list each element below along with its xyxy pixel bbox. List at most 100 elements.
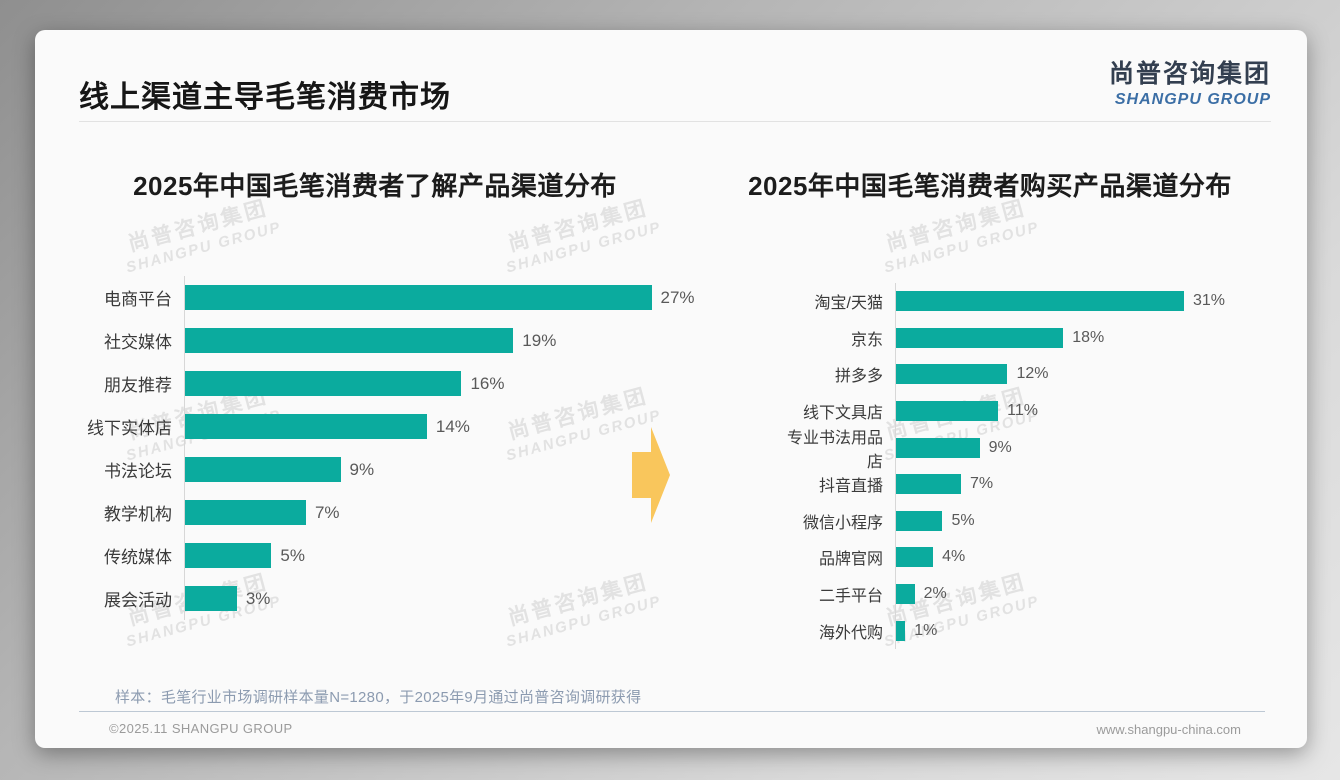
value-label: 7%	[314, 502, 340, 522]
right-chart: 淘宝/天猫 31% 京东 18% 拼多多 12% 线下文具店 11% 专业书法用品店 9% 抖音直播…	[777, 283, 1249, 649]
category-label: 教学机构	[104, 505, 172, 524]
company-logo: 尚普咨询集团 SHANGPU GROUP	[1109, 54, 1271, 109]
chart-row: 社交媒体 19%	[80, 319, 712, 362]
plot-area: 31%	[895, 283, 1249, 320]
category-label: 拼多多	[834, 368, 883, 386]
plot-area: 16%	[184, 362, 712, 405]
plot-area: 4%	[895, 539, 1249, 576]
arrow-shape	[632, 427, 670, 523]
chart-row: 线下文具店 11%	[777, 392, 1249, 430]
category-label: 书法论坛	[104, 462, 172, 481]
category-label: 品牌官网	[818, 551, 883, 569]
value-label: 4%	[942, 548, 966, 566]
plot-area: 12%	[895, 356, 1249, 393]
plot-area: 7%	[184, 491, 712, 534]
plot-area: 19%	[184, 319, 712, 362]
value-label: 1%	[914, 621, 938, 639]
category-label: 电商平台	[104, 290, 172, 309]
right-chart-title: 2025年中国毛笔消费者购买产品渠道分布	[748, 171, 1232, 201]
chart-row: 书法论坛 9%	[80, 448, 712, 491]
left-chart: 电商平台 27% 社交媒体 19% 朋友推荐 16% 线下实体店 14% 书法论坛 9% 教学机构 7…	[80, 276, 712, 620]
logo-english-text: SHANGPU GROUP	[1114, 91, 1271, 108]
chart-row: 二手平台 2%	[777, 575, 1249, 613]
chart-row: 线下实体店 14%	[80, 405, 712, 448]
value-label: 5%	[280, 545, 305, 565]
chart-row: 品牌官网 4%	[777, 539, 1249, 576]
plot-area: 9%	[895, 429, 1249, 466]
value-label: 18%	[1072, 328, 1105, 346]
watermark-english-text: SHANGPU GROUP	[882, 218, 1042, 277]
category-label: 抖音直播	[818, 478, 883, 496]
bar	[896, 327, 1064, 348]
chart-row: 淘宝/天猫 31%	[777, 283, 1249, 320]
value-label: 7%	[970, 475, 994, 493]
bar	[185, 414, 427, 439]
value-label: 16%	[470, 373, 505, 393]
category-label: 淘宝/天猫	[814, 295, 883, 313]
category-label: 线下文具店	[802, 405, 883, 423]
category-label: 传统媒体	[104, 548, 172, 567]
bar	[896, 437, 980, 458]
sample-note: 样本：毛笔行业市场调研样本量N=1280，于2025年9月通过尚普咨询调研获得	[115, 689, 642, 706]
category-label: 二手平台	[818, 588, 883, 606]
plot-area: 18%	[895, 319, 1249, 357]
chart-row: 传统媒体 5%	[80, 534, 712, 577]
value-label: 31%	[1192, 292, 1225, 310]
bar	[185, 285, 652, 310]
chart-row: 专业书法用品店 9%	[777, 429, 1249, 471]
bar	[896, 584, 915, 605]
bar	[185, 457, 341, 482]
plot-area: 9%	[184, 448, 712, 491]
value-label: 11%	[1007, 402, 1039, 420]
bar	[185, 586, 237, 611]
value-label: 9%	[988, 438, 1012, 456]
bar	[896, 291, 1184, 312]
plot-area: 5%	[184, 534, 712, 577]
plot-area: 14%	[184, 405, 712, 448]
transition-arrow-icon	[632, 427, 670, 523]
bar	[896, 474, 962, 495]
value-label: 19%	[522, 330, 557, 350]
bar	[896, 401, 999, 422]
category-label: 京东	[850, 331, 883, 349]
plot-area: 5%	[895, 502, 1249, 540]
logo-chinese-text: 尚普咨询集团	[1108, 60, 1271, 88]
value-label: 2%	[923, 585, 947, 603]
website-url: www.shangpu-china.com	[1096, 722, 1241, 737]
watermark-english-text: SHANGPU GROUP	[504, 218, 664, 277]
slide: 尚普咨询集团 SHANGPU GROUP 尚普咨询集团 SHANGPU GROUP 尚普…	[35, 30, 1307, 748]
chart-row: 展会活动 3%	[80, 577, 712, 620]
chart-row: 微信小程序 5%	[777, 502, 1249, 540]
chart-row: 教学机构 7%	[80, 491, 712, 534]
category-label: 社交媒体	[104, 333, 172, 352]
chart-row: 朋友推荐 16%	[80, 362, 712, 405]
bar	[896, 510, 943, 531]
value-label: 12%	[1016, 365, 1049, 383]
value-label: 5%	[951, 511, 975, 529]
category-label: 线下实体店	[87, 419, 172, 438]
category-label: 展会活动	[104, 591, 172, 610]
footer-divider	[79, 711, 1265, 712]
plot-area: 1%	[895, 612, 1249, 649]
category-label: 专业书法用品店	[786, 429, 883, 471]
plot-area: 3%	[184, 577, 712, 620]
bar	[185, 371, 462, 396]
bar	[896, 364, 1008, 385]
copyright-text: ©2025.11 SHANGPU GROUP	[109, 721, 293, 736]
header-divider	[79, 121, 1271, 122]
chart-row: 抖音直播 7%	[777, 465, 1249, 503]
chart-row: 电商平台 27%	[80, 276, 712, 319]
category-label: 海外代购	[818, 624, 883, 642]
bar	[185, 543, 272, 568]
category-label: 微信小程序	[802, 514, 883, 532]
watermark-english-text: SHANGPU GROUP	[124, 218, 284, 277]
plot-area: 27%	[184, 276, 712, 319]
bar	[185, 328, 514, 353]
plot-area: 2%	[895, 575, 1249, 613]
left-chart-title: 2025年中国毛笔消费者了解产品渠道分布	[133, 171, 617, 201]
value-label: 9%	[349, 459, 375, 479]
value-label: 3%	[245, 588, 271, 608]
value-label: 14%	[435, 416, 470, 436]
plot-area: 7%	[895, 465, 1249, 503]
page-title: 线上渠道主导毛笔消费市场	[79, 81, 451, 114]
